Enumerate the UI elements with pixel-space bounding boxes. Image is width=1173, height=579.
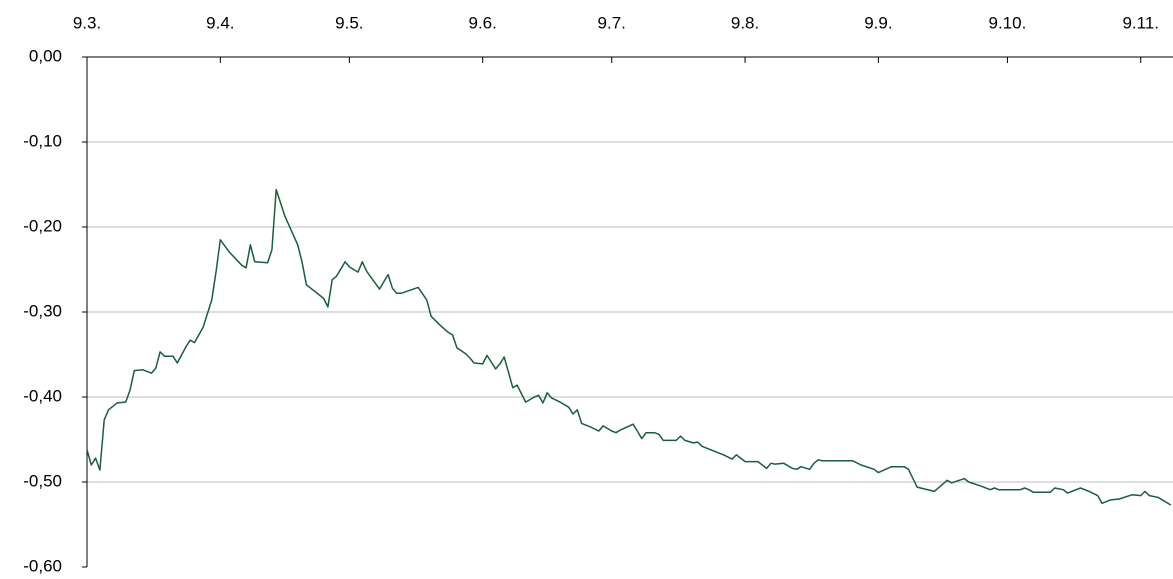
x-tick-label: 9.11. — [1122, 13, 1159, 32]
x-tick-label: 9.9. — [864, 13, 892, 32]
x-tick-label: 9.8. — [731, 13, 759, 32]
y-tick-label: -0,10 — [23, 131, 62, 150]
y-tick-label: -0,60 — [23, 556, 62, 575]
y-tick-label: 0,00 — [29, 46, 62, 65]
y-tick-label: -0,50 — [23, 471, 62, 490]
x-tick-label: 9.4. — [206, 13, 234, 32]
x-tick-label: 9.6. — [469, 13, 497, 32]
x-tick-label: 9.3. — [73, 13, 101, 32]
y-tick-label: -0,20 — [23, 216, 62, 235]
y-tick-label: -0,40 — [23, 386, 62, 405]
data-line — [86, 188, 1172, 506]
x-tick-label: 9.10. — [989, 13, 1027, 32]
x-tick-label: 9.7. — [598, 13, 626, 32]
y-tick-label: -0,30 — [23, 301, 62, 320]
x-tick-label: 9.5. — [335, 13, 363, 32]
